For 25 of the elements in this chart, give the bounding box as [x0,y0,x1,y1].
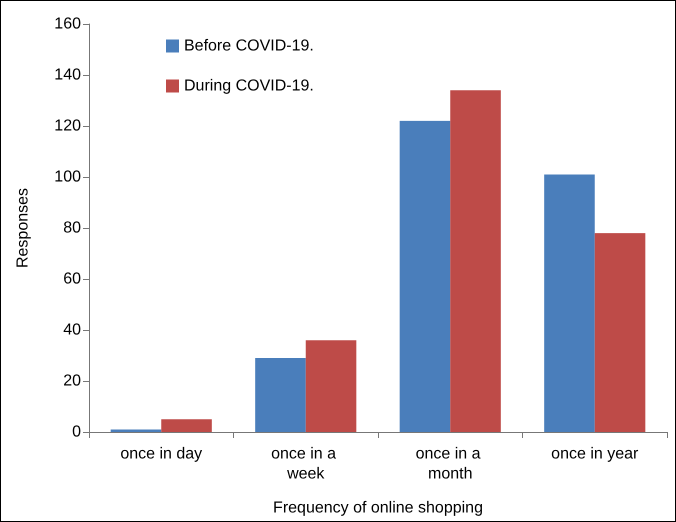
x-axis-title: Frequency of online shopping [273,500,483,516]
x-tick-label: once in day [120,446,202,462]
y-tick-label: 140 [54,66,82,84]
bar [110,429,162,432]
bar [400,120,450,432]
y-tick-label: 40 [63,322,82,338]
bar [544,174,595,432]
y-axis-title: Responses [14,188,32,268]
y-tick-label: 100 [54,168,82,186]
x-tick-label: once in year [551,446,639,462]
bar [594,233,646,432]
legend-label: Before COVID-19. [184,38,314,54]
y-tick-label: 80 [63,220,82,236]
y-tick-label: 60 [63,270,82,288]
y-tick-label: 120 [54,118,82,134]
x-tick-label: once in a week [271,446,340,482]
y-tick-label: 0 [72,424,82,440]
y-tick-label: 160 [54,16,82,32]
bar [306,340,356,432]
legend-label: During COVID-19. [184,78,314,94]
x-tick-label: once in a month [416,446,485,482]
y-tick-label: 20 [63,372,82,390]
bar [450,90,501,432]
bar [161,419,212,432]
bar [255,358,306,432]
